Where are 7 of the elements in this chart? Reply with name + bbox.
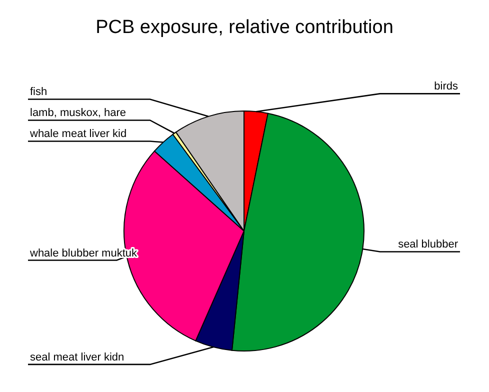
slice-label: lamb, muskox, hare	[30, 107, 126, 120]
slice-label: fish	[30, 86, 48, 98]
slice-label: seal meat liver kidn	[30, 351, 124, 364]
slice-label: whale meat liver kid	[29, 128, 127, 140]
slice-label: seal blubber	[398, 238, 458, 251]
slice-label: birds	[434, 80, 458, 93]
chart-title: PCB exposure, relative contribution	[96, 17, 394, 38]
